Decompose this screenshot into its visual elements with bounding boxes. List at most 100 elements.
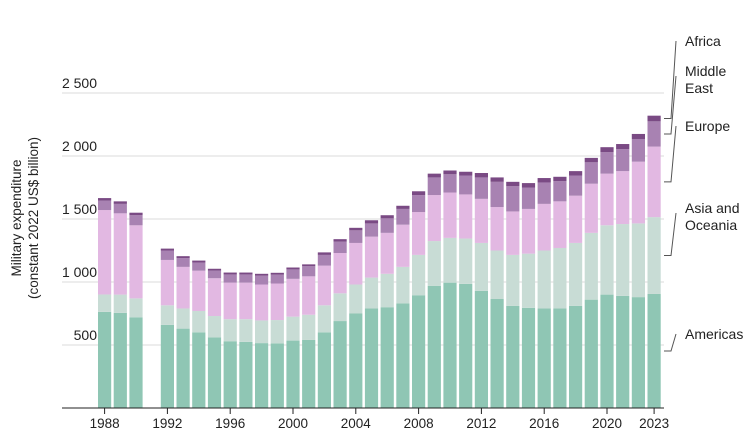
bar-africa-2022 <box>631 133 645 139</box>
bar-middle-east-2020 <box>600 152 614 174</box>
bar-americas-2001 <box>302 339 316 408</box>
bar-europe-2017 <box>553 201 567 248</box>
bar-africa-2023 <box>647 115 661 122</box>
bar-middle-east-2004 <box>349 230 363 243</box>
bar-africa-1998 <box>255 273 269 276</box>
bar-asia-and-oceania-1993 <box>176 308 190 329</box>
region-label-middle-east: East <box>685 80 713 96</box>
bar-asia-and-oceania-2002 <box>317 305 331 333</box>
bar-americas-1992 <box>160 324 174 408</box>
bar-middle-east-2014 <box>506 186 520 212</box>
bar-asia-and-oceania-2008 <box>412 254 426 296</box>
bar-americas-1995 <box>207 337 222 408</box>
bar-middle-east-1989 <box>113 203 127 214</box>
region-label-europe: Europe <box>685 118 730 134</box>
bar-europe-2011 <box>459 194 473 239</box>
bar-americas-2004 <box>349 313 363 408</box>
bar-africa-2018 <box>569 171 583 176</box>
bar-middle-east-2000 <box>286 269 300 279</box>
bar-europe-2014 <box>506 211 520 255</box>
bar-americas-1996 <box>223 341 237 408</box>
bar-asia-and-oceania-2014 <box>506 254 520 306</box>
bar-americas-1997 <box>239 341 253 408</box>
bar-europe-1993 <box>176 266 190 309</box>
bar-middle-east-2009 <box>427 177 441 196</box>
bar-americas-1990 <box>129 317 143 408</box>
bar-europe-2009 <box>427 195 441 242</box>
bar-asia-and-oceania-1992 <box>160 305 174 325</box>
bar-asia-and-oceania-2020 <box>600 225 614 295</box>
bar-middle-east-2002 <box>317 254 331 266</box>
bar-middle-east-1993 <box>176 258 190 267</box>
x-tick-label: 2004 <box>341 416 372 431</box>
x-tick-label: 2008 <box>404 416 434 431</box>
bar-africa-2011 <box>459 171 473 176</box>
bar-europe-1996 <box>223 282 237 320</box>
bar-americas-1994 <box>192 332 206 408</box>
bar-africa-2014 <box>506 181 520 187</box>
bar-americas-2011 <box>459 283 473 408</box>
bar-europe-2007 <box>396 224 410 267</box>
bar-europe-1992 <box>160 259 174 306</box>
bar-asia-and-oceania-2007 <box>396 266 410 304</box>
bar-americas-1989 <box>113 312 127 408</box>
bar-americas-2006 <box>380 307 394 408</box>
bar-africa-1989 <box>113 201 127 204</box>
leader-line-americas <box>664 333 677 352</box>
bar-asia-and-oceania-1996 <box>223 319 237 342</box>
bar-americas-2022 <box>631 297 645 408</box>
bar-europe-2016 <box>537 203 551 251</box>
region-label-asia-and-oceania: Asia and <box>685 200 739 216</box>
bar-middle-east-2016 <box>537 182 551 204</box>
bar-europe-2006 <box>380 232 394 274</box>
bar-africa-2017 <box>553 176 567 182</box>
bar-europe-1998 <box>255 284 269 321</box>
bar-middle-east-2023 <box>647 121 661 147</box>
bar-americas-2016 <box>537 308 551 408</box>
bar-americas-2002 <box>317 332 331 408</box>
bar-europe-2004 <box>349 242 363 285</box>
bar-africa-2003 <box>333 239 347 242</box>
bar-middle-east-2022 <box>631 138 645 162</box>
bar-middle-east-1988 <box>98 200 112 211</box>
x-tick-label: 2012 <box>466 416 496 431</box>
bar-africa-2004 <box>349 227 363 231</box>
bar-middle-east-2001 <box>302 266 316 277</box>
bar-asia-and-oceania-2012 <box>474 242 488 291</box>
bar-middle-east-1995 <box>207 270 222 279</box>
bar-americas-2008 <box>412 295 426 408</box>
bar-africa-2000 <box>286 267 300 270</box>
x-tick-label: 1996 <box>215 416 245 431</box>
bar-asia-and-oceania-1994 <box>192 310 206 333</box>
bar-asia-and-oceania-2011 <box>459 238 473 284</box>
bar-asia-and-oceania-2010 <box>443 237 457 283</box>
region-label-asia-and-oceania: Oceania <box>685 217 737 233</box>
bar-middle-east-2015 <box>521 187 536 209</box>
x-tick-label: 1988 <box>90 416 120 431</box>
bar-africa-2010 <box>443 170 457 175</box>
bar-asia-and-oceania-2003 <box>333 293 347 322</box>
bar-africa-2002 <box>317 252 331 255</box>
bar-middle-east-2003 <box>333 241 347 254</box>
bar-africa-1992 <box>160 248 174 251</box>
bar-europe-1989 <box>113 213 127 295</box>
bar-asia-and-oceania-2015 <box>521 253 536 308</box>
bar-asia-and-oceania-2006 <box>380 273 394 308</box>
bar-africa-2016 <box>537 178 551 183</box>
bar-asia-and-oceania-1998 <box>255 320 269 344</box>
bar-middle-east-2013 <box>490 181 504 208</box>
bar-americas-1993 <box>176 328 190 408</box>
bar-middle-east-2007 <box>396 208 410 225</box>
bar-americas-2013 <box>490 299 504 408</box>
bar-middle-east-1996 <box>223 274 237 283</box>
bar-middle-east-2012 <box>474 177 488 199</box>
bar-europe-2001 <box>302 276 316 315</box>
bar-africa-2001 <box>302 264 316 267</box>
y-tick-label: 1 000 <box>62 264 97 280</box>
bar-africa-1993 <box>176 256 190 259</box>
bar-americas-2017 <box>553 308 567 408</box>
bar-europe-2003 <box>333 253 347 294</box>
bar-asia-and-oceania-2001 <box>302 314 316 340</box>
x-tick-label: 2020 <box>592 416 622 431</box>
